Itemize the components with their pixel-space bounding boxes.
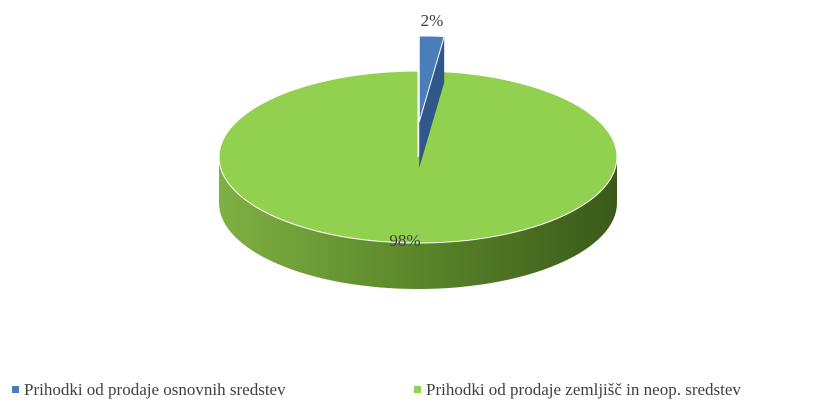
pie-slices: [218, 35, 618, 289]
legend-item-osnovna-sredstva: Prihodki od prodaje osnovnih sredstev: [12, 380, 286, 400]
legend-swatch-green: [414, 385, 421, 393]
data-label: 2%: [421, 11, 444, 30]
pie-slice: [418, 35, 445, 123]
legend-swatch-blue: [12, 385, 19, 393]
legend-label: Prihodki od prodaje zemljišč in neop. sr…: [426, 380, 741, 399]
pie-slice-cut-face: [419, 36, 445, 168]
pie-slice-side: [219, 157, 617, 289]
legend-item-zemljisca: Prihodki od prodaje zemljišč in neop. sr…: [414, 380, 741, 400]
data-label: 98%: [389, 231, 420, 250]
data-labels: 2% 98%: [389, 11, 443, 250]
legend-label: Prihodki od prodaje osnovnih sredstev: [24, 380, 286, 399]
legend: Prihodki od prodaje osnovnih sredstev Pr…: [0, 380, 819, 400]
pie-slice: [218, 70, 618, 244]
